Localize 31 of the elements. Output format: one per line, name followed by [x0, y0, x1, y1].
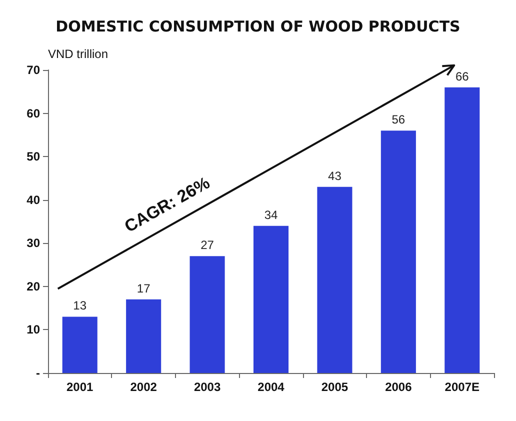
data-label: 34 [264, 208, 278, 222]
y-axis-title: VND trillion [48, 47, 108, 61]
data-label: 27 [200, 238, 214, 252]
x-tick-label: 2003 [194, 380, 221, 394]
data-label: 66 [455, 69, 470, 84]
chart-title: DOMESTIC CONSUMPTION OF WOOD PRODUCTS [56, 18, 460, 36]
bar [317, 186, 352, 373]
data-label: 17 [136, 281, 151, 296]
y-tick-label: 20 [26, 279, 40, 294]
x-tick-label: 2001 [66, 380, 94, 394]
y-tick-label: 40 [26, 192, 40, 207]
y-tick-label: 70 [26, 63, 40, 77]
y-tick-label: 30 [26, 236, 40, 250]
bar [62, 316, 98, 373]
x-tick-label: 2005 [321, 380, 348, 394]
bar [190, 256, 225, 373]
y-tick-label: - [36, 366, 40, 380]
x-tick-label: 2007E [444, 380, 480, 394]
bar [253, 226, 289, 373]
x-tick-label: 2006 [385, 380, 412, 394]
y-tick-label: 60 [26, 106, 40, 120]
data-label: 13 [73, 298, 87, 313]
bar [126, 299, 162, 373]
bar [380, 130, 416, 373]
y-tick-label: 50 [26, 150, 40, 164]
x-tick-label: 2002 [130, 380, 158, 394]
data-label: 56 [392, 112, 406, 127]
data-label: 43 [328, 168, 342, 183]
x-tick-label: 2004 [258, 380, 285, 394]
y-tick-label: 10 [26, 322, 40, 337]
bar [444, 87, 480, 373]
